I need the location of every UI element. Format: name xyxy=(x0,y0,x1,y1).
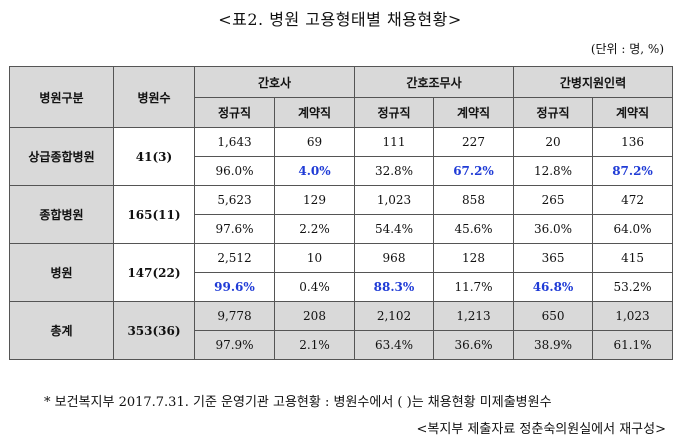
cell-number: 2,512 xyxy=(194,243,275,273)
cell-percent-highlight: 87.2% xyxy=(592,156,674,186)
cell-percent: 61.1% xyxy=(592,330,674,360)
header-category: 병원구분 xyxy=(9,66,114,128)
row-name: 총계 xyxy=(9,301,114,360)
cell-percent: 97.9% xyxy=(194,330,275,360)
table-row: 96.0% 4.0% 32.8% 67.2% 12.8% 87.2% xyxy=(10,156,674,186)
cell-percent: 45.6% xyxy=(432,214,515,244)
cell-number: 128 xyxy=(432,243,515,273)
footnote: * 보건복지부 2017.7.31. 기준 운영기관 고용현황 : 병원수에서 … xyxy=(44,395,552,410)
cell-percent-highlight: 67.2% xyxy=(432,156,515,186)
table-row-total: 총계 353(36) 9,778 208 2,102 1,213 650 1,0… xyxy=(9,301,674,360)
cell-number: 10 xyxy=(274,243,355,273)
cell-percent-highlight: 46.8% xyxy=(513,272,594,302)
table-row: 종합병원 165(11) 5,623 129 1,023 858 265 472 xyxy=(9,185,674,244)
cell-percent: 36.0% xyxy=(513,214,594,244)
cell-number: 136 xyxy=(592,127,674,157)
table-row: 상급종합병원 41(3) 1,643 69 111 227 20 136 xyxy=(9,127,674,186)
cell-percent: 0.4% xyxy=(274,272,355,302)
table-row-total: 97.9% 2.1% 63.4% 36.6% 38.9% 61.1% xyxy=(10,330,674,360)
cell-percent-highlight: 4.0% xyxy=(274,156,355,186)
cell-number: 111 xyxy=(354,127,434,157)
row-count: 41(3) xyxy=(113,127,195,186)
header-sub: 계약직 xyxy=(432,97,515,128)
header-sub: 정규직 xyxy=(354,97,434,128)
table-title: <표2. 병원 고용형태별 채용현황> xyxy=(218,10,462,29)
cell-percent: 36.6% xyxy=(432,330,515,360)
cell-number: 415 xyxy=(592,243,674,273)
cell-percent: 32.8% xyxy=(354,156,434,186)
cell-number: 69 xyxy=(274,127,355,157)
table-row: 97.6% 2.2% 54.4% 45.6% 36.0% 64.0% xyxy=(10,214,674,244)
header-hospital-count: 병원수 xyxy=(113,66,195,128)
cell-number: 208 xyxy=(274,301,355,331)
cell-number: 650 xyxy=(513,301,594,331)
cell-number: 1,643 xyxy=(194,127,275,157)
header-sub: 계약직 xyxy=(274,97,355,128)
cell-number: 227 xyxy=(432,127,515,157)
cell-number: 968 xyxy=(354,243,434,273)
unit-label: (단위 : 명, %) xyxy=(590,42,664,56)
row-name: 상급종합병원 xyxy=(9,127,114,186)
cell-percent: 11.7% xyxy=(432,272,515,302)
cell-percent-highlight: 99.6% xyxy=(194,272,275,302)
cell-number: 265 xyxy=(513,185,594,215)
header-sub: 정규직 xyxy=(513,97,594,128)
cell-number: 1,023 xyxy=(592,301,674,331)
row-count: 353(36) xyxy=(113,301,195,360)
row-count: 165(11) xyxy=(113,185,195,244)
cell-number: 129 xyxy=(274,185,355,215)
cell-number: 9,778 xyxy=(194,301,275,331)
cell-number: 20 xyxy=(513,127,594,157)
cell-number: 2,102 xyxy=(354,301,434,331)
cell-percent: 38.9% xyxy=(513,330,594,360)
row-name: 종합병원 xyxy=(9,185,114,244)
cell-number: 5,623 xyxy=(194,185,275,215)
cell-percent: 2.2% xyxy=(274,214,355,244)
header-group-nurse: 간호사 xyxy=(194,66,355,98)
hiring-table: 병원구분 병원수 간호사 간호조무사 간병지원인력 정규직 계약직 정규직 계약… xyxy=(9,66,674,360)
header-group-care-staff: 간병지원인력 xyxy=(513,66,674,98)
header-sub: 계약직 xyxy=(592,97,674,128)
cell-percent: 96.0% xyxy=(194,156,275,186)
table-row: 99.6% 0.4% 88.3% 11.7% 46.8% 53.2% xyxy=(10,272,674,302)
cell-percent-highlight: 88.3% xyxy=(354,272,434,302)
header-group-nurse-aide: 간호조무사 xyxy=(353,66,515,98)
cell-percent: 12.8% xyxy=(513,156,594,186)
cell-number: 472 xyxy=(592,185,674,215)
cell-percent: 54.4% xyxy=(354,214,434,244)
row-count: 147(22) xyxy=(113,243,195,302)
cell-percent: 2.1% xyxy=(274,330,355,360)
cell-percent: 97.6% xyxy=(194,214,275,244)
cell-percent: 53.2% xyxy=(592,272,674,302)
row-name: 병원 xyxy=(9,243,114,302)
table-row: 병원 147(22) 2,512 10 968 128 365 415 xyxy=(9,243,674,302)
cell-number: 365 xyxy=(513,243,594,273)
source-note: <복지부 제출자료 정춘숙의원실에서 재구성> xyxy=(416,422,666,437)
header-sub: 정규직 xyxy=(194,97,275,128)
cell-number: 1,213 xyxy=(432,301,515,331)
cell-percent: 63.4% xyxy=(354,330,434,360)
cell-number: 858 xyxy=(432,185,515,215)
cell-number: 1,023 xyxy=(354,185,434,215)
cell-percent: 64.0% xyxy=(592,214,674,244)
